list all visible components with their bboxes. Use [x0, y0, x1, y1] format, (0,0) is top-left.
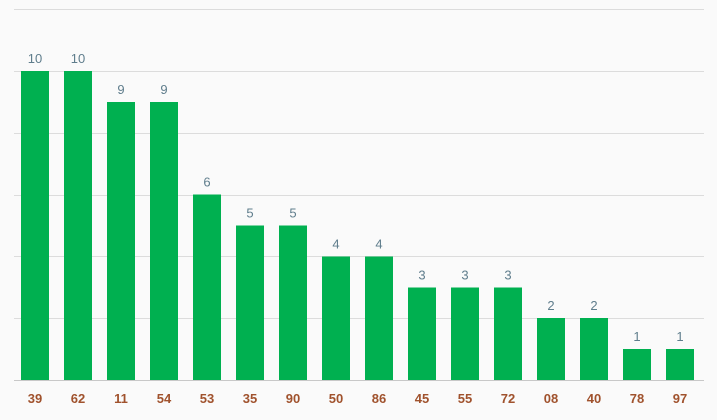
- value-label-54: 9: [160, 82, 167, 97]
- category-label-78: 78: [630, 391, 644, 406]
- category-label-90: 90: [286, 391, 300, 406]
- value-label-50: 4: [332, 236, 339, 251]
- value-label-72: 3: [504, 267, 511, 282]
- category-label-45: 45: [415, 391, 429, 406]
- bar-39[interactable]: [21, 70, 49, 380]
- category-label-97: 97: [673, 391, 687, 406]
- bars: [21, 70, 694, 381]
- bar-40[interactable]: [580, 318, 608, 380]
- category-label-86: 86: [372, 391, 386, 406]
- bar-55[interactable]: [451, 287, 479, 380]
- category-label-55: 55: [458, 391, 472, 406]
- bar-35[interactable]: [236, 225, 264, 380]
- bar-90[interactable]: [279, 225, 307, 380]
- value-label-86: 4: [375, 236, 382, 251]
- category-label-53: 53: [200, 391, 214, 406]
- category-label-08: 08: [544, 391, 558, 406]
- value-label-45: 3: [418, 267, 425, 282]
- value-label-40: 2: [590, 298, 597, 313]
- category-labels: 39 62 11 54 53 35 90 50 86 45 55 72 08 40 78 97: [28, 391, 687, 406]
- value-label-97: 1: [676, 329, 683, 344]
- bar-53[interactable]: [193, 194, 221, 381]
- bar-62[interactable]: [64, 70, 92, 380]
- category-label-39: 39: [28, 391, 42, 406]
- bar-78[interactable]: [623, 349, 651, 380]
- bar-54[interactable]: [150, 101, 178, 380]
- value-label-08: 2: [547, 298, 554, 313]
- value-label-55: 3: [461, 267, 468, 282]
- bar-11[interactable]: [107, 101, 135, 380]
- value-label-90: 5: [289, 205, 296, 220]
- category-label-11: 11: [114, 391, 128, 406]
- bar-45[interactable]: [408, 287, 436, 380]
- category-label-50: 50: [329, 391, 343, 406]
- value-label-39: 10: [28, 51, 42, 66]
- value-label-53: 6: [203, 175, 210, 190]
- bar-86[interactable]: [365, 256, 393, 380]
- value-label-11: 9: [117, 82, 124, 97]
- bar-97[interactable]: [666, 349, 694, 380]
- category-label-62: 62: [71, 391, 85, 406]
- value-label-62: 10: [71, 51, 85, 66]
- bar-08[interactable]: [537, 318, 565, 380]
- bar-72[interactable]: [494, 287, 522, 380]
- value-label-35: 5: [246, 205, 253, 220]
- category-label-35: 35: [243, 391, 257, 406]
- category-label-40: 40: [587, 391, 601, 406]
- bar-50[interactable]: [322, 256, 350, 380]
- value-label-78: 1: [633, 329, 640, 344]
- value-labels: 10 10 9 9 6 5 5 4 4 3 3 3 2 2 1 1: [28, 51, 684, 344]
- category-label-54: 54: [157, 391, 172, 406]
- category-label-72: 72: [501, 391, 515, 406]
